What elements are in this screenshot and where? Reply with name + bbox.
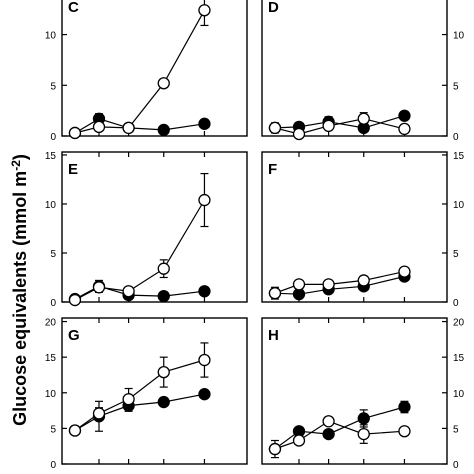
data-point-filled — [198, 285, 211, 298]
data-point-filled — [198, 388, 211, 401]
data-point-open — [198, 353, 211, 367]
data-point-filled — [157, 289, 170, 303]
y-tick-label: 10 — [453, 389, 465, 400]
data-point-open — [398, 425, 411, 438]
y-tick-label: 0 — [453, 298, 459, 309]
data-point-open — [322, 119, 335, 133]
y-tick-label: 5 — [50, 424, 56, 435]
series-filled — [268, 400, 411, 459]
y-tick-label: 15 — [453, 353, 465, 364]
y-tick-label: 10 — [45, 31, 57, 42]
data-point-open — [268, 442, 282, 456]
y-tick-label: 5 — [50, 81, 56, 92]
series-open — [68, 172, 211, 307]
y-tick-label: 5 — [453, 81, 459, 92]
y-tick-label: 0 — [50, 460, 56, 471]
panel-letter: D — [268, 0, 279, 16]
data-point-open — [68, 126, 82, 140]
data-point-open — [268, 287, 282, 300]
data-point-open — [122, 121, 135, 135]
data-point-open — [198, 193, 211, 207]
data-point-open — [122, 393, 135, 406]
data-point-open — [68, 293, 82, 307]
y-tick-label: 0 — [50, 132, 56, 143]
panel-d: 0 5 10 D — [261, 0, 465, 143]
series-line — [74, 9, 206, 134]
data-point-open — [292, 278, 306, 291]
panel-frame — [261, 317, 448, 465]
y-tick-label: 5 — [453, 249, 459, 260]
data-point-open — [122, 285, 135, 298]
panel-frame — [61, 0, 248, 137]
data-point-open — [157, 365, 170, 379]
y-tick-label: 10 — [45, 200, 57, 211]
y-tick-label: 10 — [453, 200, 465, 211]
data-point-open — [357, 427, 370, 441]
panel-letter: H — [268, 327, 279, 344]
data-point-open — [68, 424, 82, 437]
y-tick-label: 0 — [50, 298, 56, 309]
panel-letter: E — [68, 161, 78, 178]
panel-frame — [261, 0, 448, 137]
series-open — [68, 0, 211, 140]
panel-frame — [61, 151, 248, 303]
panel-c: 0 5 10 C — [45, 0, 248, 143]
y-tick-label: 15 — [453, 151, 465, 162]
panel-frame — [61, 317, 248, 465]
y-axis-title-end: ) — [10, 154, 30, 160]
y-tick-label: 5 — [453, 424, 459, 435]
series-open — [268, 265, 411, 300]
data-point-filled — [157, 123, 170, 137]
y-axis-title-main: Glucose equivalents (mmol m — [10, 171, 30, 426]
data-point-filled — [357, 412, 370, 425]
y-tick-label: 10 — [45, 389, 57, 400]
y-tick-label: 20 — [45, 318, 57, 329]
series-filled — [268, 109, 411, 135]
panel-letter: C — [68, 0, 79, 16]
y-axis-title: Glucose equivalents (mmol m-2) — [9, 154, 30, 426]
series-filled — [68, 388, 211, 437]
panel-frame — [261, 151, 448, 303]
data-point-open — [398, 265, 411, 278]
data-point-filled — [398, 400, 411, 414]
series-open — [268, 112, 411, 141]
series-open — [68, 342, 211, 437]
data-point-open — [92, 407, 106, 420]
data-point-filled — [322, 427, 335, 441]
y-tick-label: 5 — [50, 249, 56, 260]
y-tick-label: 15 — [45, 151, 57, 162]
data-point-open — [398, 122, 411, 136]
panel-e: 0 5 10 15 E — [45, 151, 248, 309]
data-point-open — [357, 112, 370, 125]
panel-letter: F — [268, 161, 277, 178]
y-axis-title-superscript: -2 — [9, 160, 23, 171]
data-point-filled — [398, 109, 411, 122]
panel-g: 0 5 10 15 20 G — [45, 317, 248, 471]
panel-h: 0 5 10 15 20 H — [261, 317, 465, 471]
data-point-open — [92, 120, 106, 134]
panel-letter: G — [68, 327, 80, 344]
data-point-open — [357, 274, 370, 287]
data-point-filled — [198, 117, 211, 130]
y-tick-label: 0 — [453, 460, 459, 471]
data-point-filled — [157, 395, 170, 409]
data-point-open — [292, 127, 306, 141]
data-point-open — [322, 278, 335, 291]
series-open — [268, 415, 411, 456]
y-tick-label: 10 — [453, 31, 465, 42]
data-point-open — [268, 121, 282, 135]
data-point-open — [92, 281, 106, 294]
y-tick-label: 0 — [453, 132, 459, 143]
data-point-open — [157, 77, 170, 90]
data-point-open — [292, 434, 306, 447]
data-point-open — [198, 4, 211, 17]
panel-f: 0 5 10 15 F — [261, 151, 465, 309]
data-point-open — [322, 415, 335, 428]
y-tick-label: 15 — [45, 353, 57, 364]
series-filled — [68, 112, 211, 140]
data-point-open — [157, 262, 170, 275]
y-tick-label: 20 — [453, 318, 465, 329]
